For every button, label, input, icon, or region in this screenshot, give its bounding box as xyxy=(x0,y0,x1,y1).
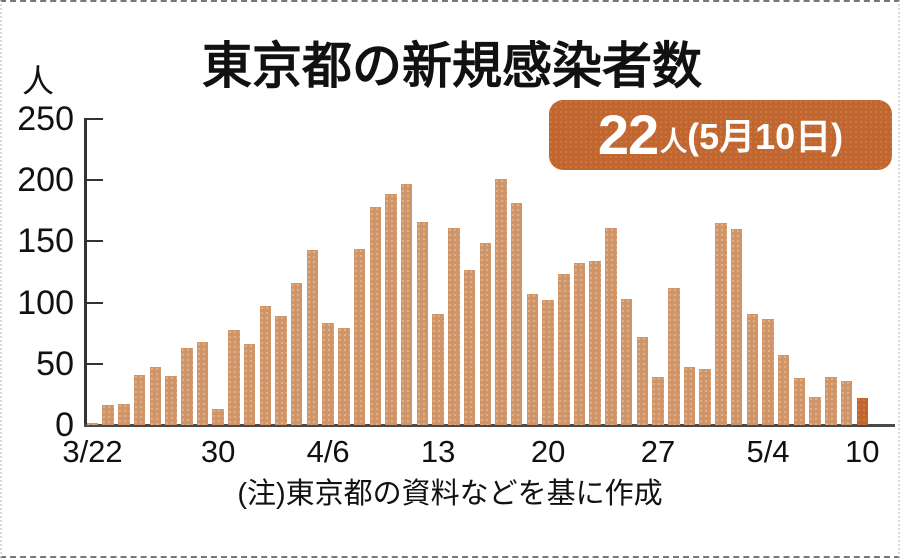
bar xyxy=(495,178,507,425)
bar xyxy=(636,336,649,425)
bar xyxy=(448,227,460,425)
y-tick-label: 50 xyxy=(36,344,74,383)
y-tick-mark xyxy=(84,362,103,365)
y-axis-unit-label: 人 xyxy=(22,63,55,99)
bar xyxy=(809,396,821,425)
badge-date: (5月10日) xyxy=(687,116,844,157)
bar xyxy=(385,193,397,425)
x-tick-label: 27 xyxy=(640,434,676,469)
bar xyxy=(683,367,696,425)
y-tick-label: 0 xyxy=(55,406,74,444)
bar xyxy=(840,380,853,425)
bar xyxy=(605,227,617,425)
badge-value: 22 xyxy=(597,103,659,166)
bar xyxy=(730,229,743,425)
bar xyxy=(463,269,476,425)
bar xyxy=(369,207,382,425)
bar xyxy=(212,409,224,425)
bar xyxy=(149,367,162,425)
x-tick-label: 10 xyxy=(845,434,880,469)
bar xyxy=(133,374,146,425)
bar xyxy=(118,404,130,425)
chart-title: 東京都の新規感染者数 xyxy=(202,38,702,94)
bar xyxy=(353,248,366,425)
y-tick-mark xyxy=(84,301,103,304)
y-tick-mark xyxy=(84,240,103,243)
x-tick-label: 13 xyxy=(420,434,456,469)
bar xyxy=(416,221,429,425)
bar xyxy=(102,405,114,425)
bar xyxy=(762,318,774,425)
y-tick-label: 100 xyxy=(17,283,74,322)
highlight-badge: 22 人 (5月10日) xyxy=(549,100,892,170)
bar xyxy=(542,300,554,425)
bar xyxy=(573,263,586,425)
y-axis-line xyxy=(84,119,87,425)
bar xyxy=(196,341,209,425)
bar xyxy=(86,422,99,425)
bar xyxy=(668,287,680,425)
y-tick-label: 150 xyxy=(17,222,74,261)
x-tick-label: 30 xyxy=(200,434,236,469)
bar xyxy=(338,328,350,425)
y-tick-mark xyxy=(84,118,103,120)
bar xyxy=(322,323,334,425)
bar xyxy=(165,376,177,425)
y-tick-label: 250 xyxy=(17,100,74,138)
bar xyxy=(715,223,727,425)
bar xyxy=(259,306,272,425)
bar xyxy=(777,355,790,425)
bar xyxy=(510,203,523,425)
badge-unit: 人 xyxy=(660,126,688,157)
bar xyxy=(620,298,633,425)
x-axis-line xyxy=(84,424,895,427)
bar xyxy=(699,368,711,425)
y-tick-label: 200 xyxy=(17,161,74,200)
bar xyxy=(558,274,570,425)
bar xyxy=(400,183,413,425)
y-tick-mark xyxy=(84,179,103,182)
x-tick-label: 3/22 xyxy=(62,434,123,469)
bar xyxy=(793,378,806,425)
bar xyxy=(243,344,256,425)
bar xyxy=(589,260,601,425)
bar xyxy=(746,313,759,425)
bar xyxy=(306,249,319,425)
bar xyxy=(479,242,491,425)
bar xyxy=(181,347,193,425)
x-tick-label: 20 xyxy=(530,434,566,469)
bar xyxy=(290,283,303,425)
bar xyxy=(228,329,240,425)
x-tick-label: 4/6 xyxy=(306,434,350,469)
bar xyxy=(652,377,664,425)
bar xyxy=(825,377,837,425)
highlighted-bar xyxy=(856,398,869,425)
bar xyxy=(432,313,444,425)
bar xyxy=(275,316,287,425)
source-note: (注)東京都の資料などを基に作成 xyxy=(237,478,663,510)
bar xyxy=(526,294,539,425)
x-tick-label: 5/4 xyxy=(746,434,790,469)
